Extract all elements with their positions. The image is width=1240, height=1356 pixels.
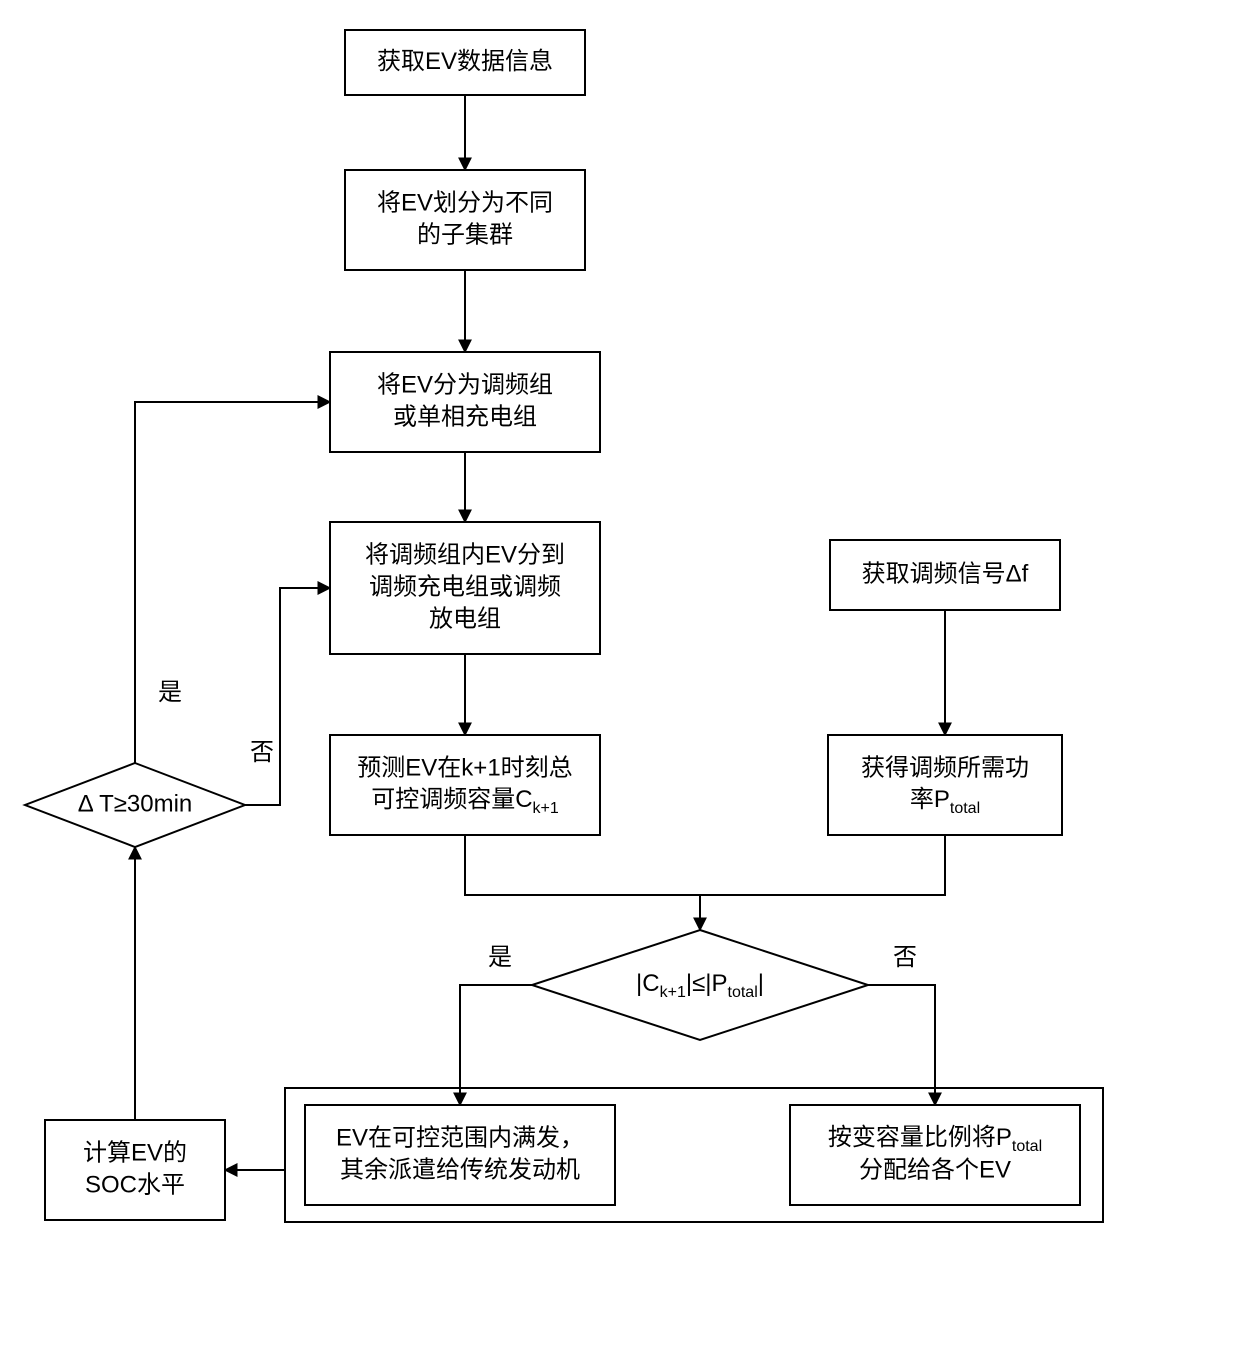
edge [700, 835, 945, 895]
svg-text:分配给各个EV: 分配给各个EV [859, 1156, 1011, 1183]
flowchart-box [330, 352, 600, 452]
svg-text:预测EV在k+1时刻总: 预测EV在k+1时刻总 [357, 754, 572, 781]
svg-text:Δ T≥30min: Δ T≥30min [78, 790, 193, 817]
svg-text:获得调频所需功: 获得调频所需功 [861, 754, 1029, 781]
edge-label: 否 [250, 739, 274, 766]
svg-text:将EV划分为不同: 将EV划分为不同 [377, 189, 553, 216]
edge [245, 588, 330, 805]
edge [135, 402, 330, 763]
svg-text:可控调频容量Ck+1: 可控调频容量Ck+1 [371, 786, 559, 817]
edge-label: 是 [488, 944, 512, 971]
flowchart-box [345, 170, 585, 270]
svg-text:的子集群: 的子集群 [417, 221, 513, 248]
flowchart-box [330, 735, 600, 835]
svg-text:放电组: 放电组 [429, 605, 501, 632]
edge [465, 835, 700, 930]
flowchart-canvas: 是否是否获取EV数据信息将EV划分为不同的子集群将EV分为调频组或单相充电组将调… [0, 0, 1240, 1356]
svg-text:其余派遣给传统发动机: 其余派遣给传统发动机 [340, 1156, 580, 1183]
edge-label: 否 [893, 944, 917, 971]
svg-text:获取EV数据信息: 获取EV数据信息 [377, 48, 553, 75]
flowchart-box [828, 735, 1062, 835]
svg-text:按变容量比例将Ptotal: 按变容量比例将Ptotal [828, 1124, 1042, 1155]
svg-text:计算EV的: 计算EV的 [83, 1139, 187, 1166]
svg-text:获取调频信号Δf: 获取调频信号Δf [862, 560, 1029, 587]
edge-label: 是 [158, 679, 182, 706]
svg-text:将调频组内EV分到: 将调频组内EV分到 [365, 541, 565, 568]
svg-text:或单相充电组: 或单相充电组 [393, 403, 537, 430]
svg-text:SOC水平: SOC水平 [85, 1171, 185, 1198]
svg-text:EV在可控范围内满发，: EV在可控范围内满发， [336, 1124, 584, 1151]
svg-text:调频充电组或调频: 调频充电组或调频 [369, 573, 561, 600]
svg-text:将EV分为调频组: 将EV分为调频组 [377, 371, 553, 398]
flowchart-box [305, 1105, 615, 1205]
flowchart-box [45, 1120, 225, 1220]
